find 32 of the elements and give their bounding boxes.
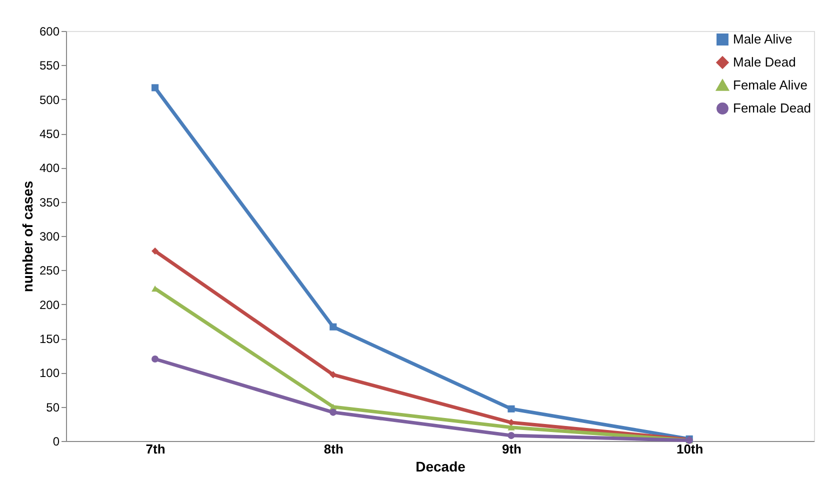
y-tick-label: 250 — [39, 264, 60, 278]
x-axis-title: Decade — [416, 458, 466, 474]
point — [152, 355, 159, 363]
point — [508, 432, 515, 440]
x-tick-label: 8th — [324, 442, 344, 456]
y-tick-label: 300 — [39, 230, 60, 244]
y-tick-label: 450 — [39, 127, 60, 141]
y-tick-label: 150 — [39, 332, 60, 346]
y-tick-label: 200 — [39, 298, 60, 312]
point — [508, 405, 515, 412]
point — [330, 323, 337, 330]
legend-label: Male Alive — [733, 32, 792, 46]
y-tick-label: 0 — [52, 434, 60, 448]
y-tick-label: 350 — [39, 195, 60, 210]
legend-label: Female Dead — [733, 100, 812, 116]
y-axis-title: number of cases — [19, 180, 36, 292]
legend-label: Male Dead — [733, 54, 796, 70]
x-tick-label: 9th — [502, 442, 522, 456]
y-tick-label: 550 — [39, 58, 60, 73]
y-tick-label: 50 — [46, 400, 60, 414]
x-tick-label: 7th — [146, 442, 166, 456]
point — [330, 371, 337, 378]
y-tick-label: 400 — [39, 161, 60, 176]
y-tick-label: 500 — [39, 92, 60, 107]
point — [152, 247, 159, 255]
y-tick-label: 600 — [39, 24, 60, 38]
point — [330, 408, 337, 416]
x-tick-label: 10th — [676, 442, 704, 456]
legend-label: Female Alive — [733, 78, 808, 92]
point — [508, 424, 515, 430]
y-tick-label: 100 — [39, 366, 60, 380]
point — [152, 84, 159, 92]
